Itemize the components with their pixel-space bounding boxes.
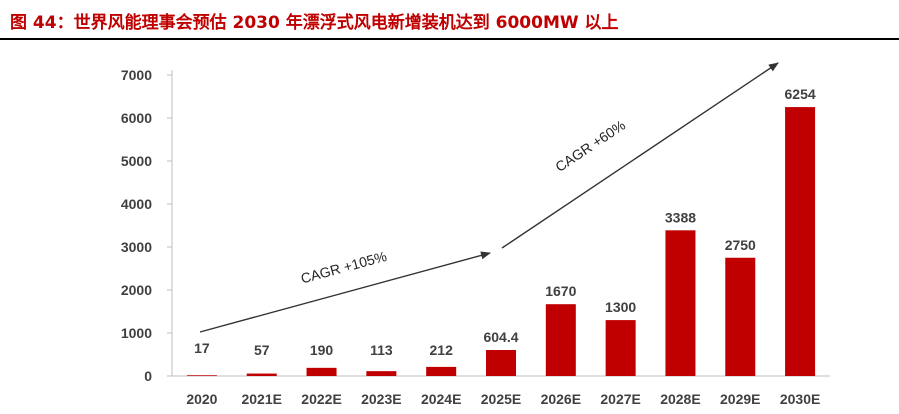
bar-value-label: 2750 xyxy=(725,237,756,253)
figure-title: 图 44：世界风能理事会预估 2030 年漂浮式风电新增装机达到 6000MW … xyxy=(10,13,619,33)
x-tick-label: 2025E xyxy=(481,391,521,407)
x-tick-label: 2024E xyxy=(421,391,461,407)
y-tick-label: 1000 xyxy=(121,325,152,341)
bar-value-label: 190 xyxy=(310,342,334,358)
x-tick-label: 2030E xyxy=(780,391,820,407)
y-tick-label: 3000 xyxy=(121,239,152,255)
y-tick-label: 6000 xyxy=(121,110,152,126)
bar xyxy=(605,320,636,376)
x-tick-label: 2022E xyxy=(301,391,341,407)
bar-chart: 17 57 190 113 212 604.4 1670 1300 3388 2750 6254 2… xyxy=(121,62,830,407)
cagr-label: CAGR +60% xyxy=(552,117,628,175)
bar xyxy=(785,107,816,376)
bar xyxy=(545,304,576,376)
bar-value-label: 6254 xyxy=(785,86,816,102)
bar-value-label: 212 xyxy=(430,342,454,358)
cagr-arrow xyxy=(199,251,491,333)
bar xyxy=(366,371,397,376)
bar xyxy=(725,257,756,376)
chart-data-labels: 17 57 190 113 212 604.4 1670 1300 3388 2750 6254 xyxy=(194,86,816,358)
bar-value-label: 57 xyxy=(254,342,270,358)
y-tick-label: 7000 xyxy=(121,67,152,83)
x-tick-label: 2023E xyxy=(361,391,401,407)
chart-bars xyxy=(186,107,816,376)
bar-value-label: 1300 xyxy=(605,299,636,315)
bar xyxy=(426,366,457,376)
bar xyxy=(186,375,217,376)
cagr-label: CAGR +105% xyxy=(299,248,388,287)
y-tick-label: 2000 xyxy=(121,282,152,298)
bar-value-label: 604.4 xyxy=(483,329,518,345)
bar xyxy=(486,350,516,376)
title-divider xyxy=(0,38,899,40)
bar-value-label: 17 xyxy=(194,340,210,356)
y-tick-label: 0 xyxy=(144,368,152,384)
figure-title-bar: 图 44：世界风能理事会预估 2030 年漂浮式风电新增装机达到 6000MW … xyxy=(0,0,899,40)
y-tick-label: 5000 xyxy=(121,153,152,169)
bar-value-label: 1670 xyxy=(545,283,576,299)
x-tick-label: 2021E xyxy=(241,391,281,407)
x-tick-label: 2027E xyxy=(600,391,640,407)
x-tick-label: 2020 xyxy=(186,391,217,407)
chart-x-ticks: 2020 2021E 2022E 2023E 2024E 2025E 2026E 2027E 2… xyxy=(186,391,820,407)
chart-y-ticks: 0 1000 2000 3000 4000 5000 6000 7000 xyxy=(121,67,172,384)
bar xyxy=(665,230,696,376)
bar xyxy=(306,367,337,376)
bar-value-label: 113 xyxy=(370,342,393,358)
y-tick-label: 4000 xyxy=(121,196,152,212)
x-tick-label: 2028E xyxy=(660,391,700,407)
cagr-arrow xyxy=(501,62,779,249)
bar xyxy=(246,373,277,376)
bar-value-label: 3388 xyxy=(665,209,696,225)
x-tick-label: 2026E xyxy=(541,391,581,407)
x-tick-label: 2029E xyxy=(720,391,760,407)
